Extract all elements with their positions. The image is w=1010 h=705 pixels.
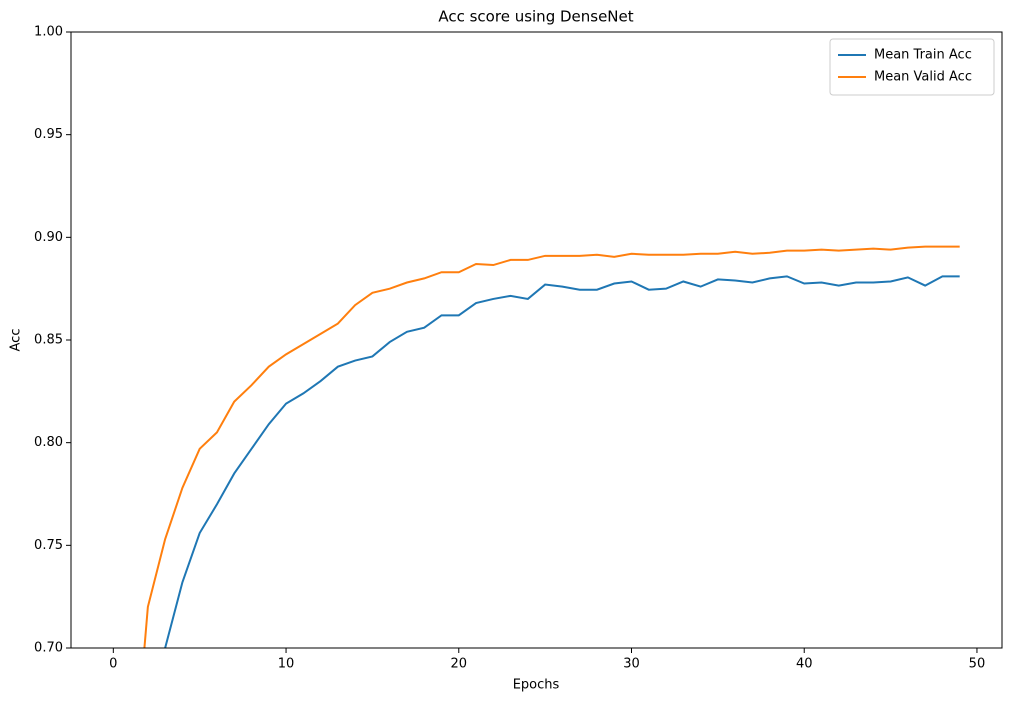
axes-frame [70, 31, 1003, 649]
line-series [164, 275, 960, 648]
x-axis-label: Epochs [513, 678, 560, 693]
line-series [143, 245, 960, 648]
y-tick-label: 0.80 [34, 435, 63, 450]
plot-area [143, 245, 960, 648]
legend-box [829, 38, 995, 96]
y-tick-label: 1.00 [34, 25, 63, 40]
y-tick-label: 0.75 [34, 538, 63, 553]
x-tick-label: 40 [796, 657, 813, 672]
x-tick-label: 10 [278, 657, 295, 672]
x-tick-label: 0 [109, 657, 117, 672]
x-tick-label: 30 [623, 657, 640, 672]
y-tick-label: 0.90 [34, 230, 63, 245]
legend-label: Mean Valid Acc [874, 70, 972, 85]
legend-label: Mean Train Acc [874, 48, 972, 63]
y-axis-label: Acc [9, 329, 24, 352]
chart-title: Acc score using DenseNet [438, 8, 633, 26]
y-tick-label: 0.85 [34, 333, 63, 348]
x-tick-label: 20 [450, 657, 467, 672]
x-tick-label: 50 [969, 657, 986, 672]
y-tick-label: 0.70 [34, 641, 63, 656]
y-tick-label: 0.95 [34, 127, 63, 142]
